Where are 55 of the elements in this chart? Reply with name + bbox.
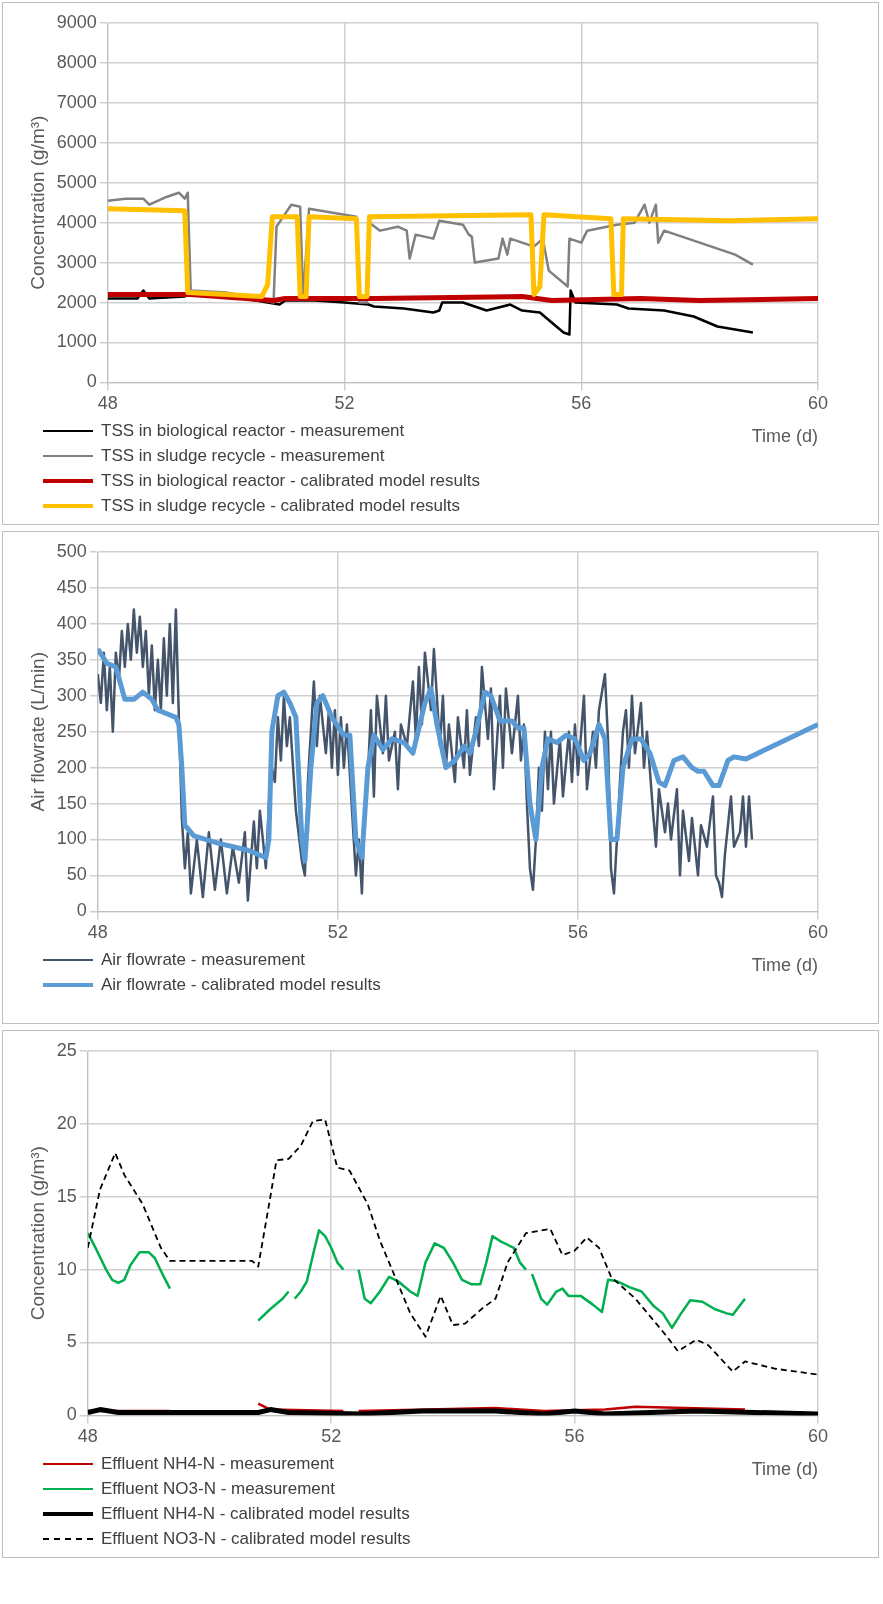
- legend-label: TSS in sludge recycle - calibrated model results: [101, 495, 461, 516]
- legend-label: Air flowrate - measurement: [101, 949, 306, 970]
- x-tick-label: 48: [77, 1426, 98, 1447]
- legend-label: TSS in biological reactor - calibrated model results: [101, 470, 480, 491]
- y-tick-label: 3000: [56, 251, 97, 272]
- x-tick-label: 52: [327, 922, 348, 943]
- x-axis-title: Time (d): [751, 426, 818, 447]
- x-tick-label: 52: [334, 393, 355, 414]
- y-tick-label: 7000: [56, 91, 97, 112]
- y-tick-label: 20: [56, 1112, 77, 1133]
- x-tick-label: 60: [807, 393, 829, 414]
- y-tick-label: 350: [56, 648, 87, 669]
- x-axis-title: Time (d): [751, 955, 818, 976]
- x-tick-label: 60: [807, 1426, 829, 1447]
- y-tick-label: 1000: [56, 331, 97, 352]
- y-axis-title: Air flowrate (L/min): [26, 651, 48, 812]
- x-tick-label: 56: [567, 922, 588, 943]
- x-tick-label: 52: [321, 1426, 342, 1447]
- y-tick-label: 100: [56, 828, 87, 849]
- x-tick-label: 56: [564, 1426, 585, 1447]
- legend-label: TSS in biological reactor - measurement: [101, 420, 405, 441]
- y-tick-label: 25: [56, 1039, 77, 1060]
- y-tick-label: 0: [86, 371, 97, 392]
- legend-label: Effluent NH4-N - calibrated model results: [101, 1503, 410, 1524]
- y-tick-label: 50: [66, 864, 87, 885]
- y-tick-label: 250: [56, 720, 87, 741]
- y-tick-label: 150: [56, 792, 87, 813]
- y-tick-label: 9000: [56, 11, 97, 32]
- legend-label: Air flowrate - calibrated model results: [101, 974, 381, 995]
- x-tick-label: 56: [571, 393, 592, 414]
- y-tick-label: 15: [56, 1185, 77, 1206]
- y-tick-label: 450: [56, 576, 87, 597]
- y-tick-label: 0: [76, 900, 87, 921]
- x-tick-label: 60: [807, 922, 829, 943]
- y-axis-title: Concentration (g/m³): [26, 115, 48, 290]
- y-tick-label: 4000: [56, 211, 97, 232]
- y-tick-label: 6000: [56, 131, 97, 152]
- y-tick-label: 5: [66, 1331, 77, 1352]
- x-tick-label: 48: [97, 393, 118, 414]
- legend-label: TSS in sludge recycle - measurement: [101, 445, 385, 466]
- y-tick-label: 10: [56, 1258, 77, 1279]
- y-tick-label: 200: [56, 756, 87, 777]
- y-axis-title: Concentration (g/m³): [26, 1146, 48, 1321]
- legend-label: Effluent NO3-N - calibrated model results: [101, 1528, 411, 1549]
- legend-label: Effluent NH4-N - measurement: [101, 1453, 335, 1474]
- y-tick-label: 300: [56, 684, 87, 705]
- y-tick-label: 8000: [56, 51, 97, 72]
- y-tick-label: 500: [56, 540, 87, 561]
- x-tick-label: 48: [87, 922, 108, 943]
- y-tick-label: 0: [66, 1404, 77, 1425]
- legend-label: Effluent NO3-N - measurement: [101, 1478, 335, 1499]
- x-axis-title: Time (d): [751, 1459, 818, 1480]
- y-tick-label: 5000: [56, 171, 97, 192]
- y-tick-label: 400: [56, 612, 87, 633]
- y-tick-label: 2000: [56, 291, 97, 312]
